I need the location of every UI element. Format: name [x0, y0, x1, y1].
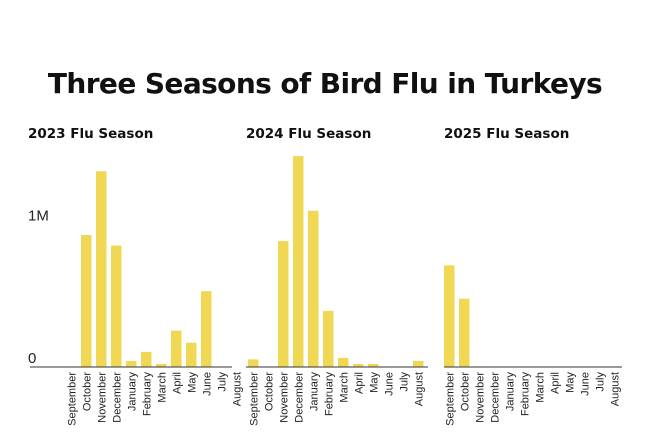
x-tick-label: April — [171, 372, 183, 394]
panel-title: 2025 Flu Season — [444, 126, 569, 142]
x-tick-label: June — [579, 372, 591, 396]
x-tick-label: October — [459, 372, 471, 411]
bar — [186, 342, 197, 367]
x-tick-label: October — [263, 372, 275, 411]
x-tick-label: January — [504, 372, 516, 412]
x-tick-label: August — [609, 372, 621, 406]
x-tick-label: April — [549, 372, 561, 394]
y-tick-label: 1M — [28, 207, 49, 224]
x-tick-label: May — [564, 372, 576, 393]
bar — [459, 298, 470, 367]
x-tick-label: December — [489, 372, 501, 423]
x-tick-label: May — [368, 372, 380, 393]
x-tick-label: June — [383, 372, 395, 396]
bar — [278, 241, 289, 367]
y-tick-label: 0 — [28, 350, 36, 367]
bar — [201, 291, 212, 367]
bar — [248, 359, 259, 367]
x-tick-label: August — [231, 372, 243, 406]
bar — [353, 363, 364, 367]
x-tick-label: December — [111, 372, 123, 423]
x-tick-label: November — [474, 372, 486, 423]
bar — [444, 265, 455, 367]
x-tick-label: July — [398, 372, 410, 392]
bar — [96, 171, 107, 367]
x-tick-label: January — [308, 372, 320, 412]
x-tick-label: September — [66, 372, 78, 426]
bar — [171, 330, 182, 367]
bar — [308, 210, 319, 367]
x-tick-label: May — [186, 372, 198, 393]
chart-title: Three Seasons of Bird Flu in Turkeys — [47, 67, 603, 100]
x-tick-label: December — [293, 372, 305, 423]
bar — [338, 357, 349, 367]
bar — [111, 245, 122, 367]
x-tick-label: January — [126, 372, 138, 412]
bar — [368, 363, 379, 367]
x-tick-label: September — [444, 372, 456, 426]
bar — [156, 363, 167, 367]
bar — [141, 351, 152, 367]
x-tick-label: July — [216, 372, 228, 392]
bar — [323, 310, 334, 367]
bar — [413, 360, 424, 367]
x-tick-label: July — [594, 372, 606, 392]
bar — [126, 360, 137, 367]
x-tick-label: April — [353, 372, 365, 394]
x-tick-label: August — [413, 372, 425, 406]
x-tick-label: March — [156, 372, 168, 403]
panel-title: 2023 Flu Season — [28, 126, 153, 142]
bar — [81, 235, 92, 367]
x-tick-label: October — [81, 372, 93, 411]
x-tick-label: September — [248, 372, 260, 426]
x-tick-label: June — [201, 372, 213, 396]
x-tick-label: February — [519, 372, 531, 417]
x-tick-label: February — [323, 372, 335, 417]
x-tick-label: February — [141, 372, 153, 417]
x-tick-label: March — [534, 372, 546, 403]
bar — [293, 156, 304, 367]
x-tick-label: November — [278, 372, 290, 423]
x-tick-label: March — [338, 372, 350, 403]
x-tick-label: November — [96, 372, 108, 423]
panel-title: 2024 Flu Season — [246, 126, 371, 142]
